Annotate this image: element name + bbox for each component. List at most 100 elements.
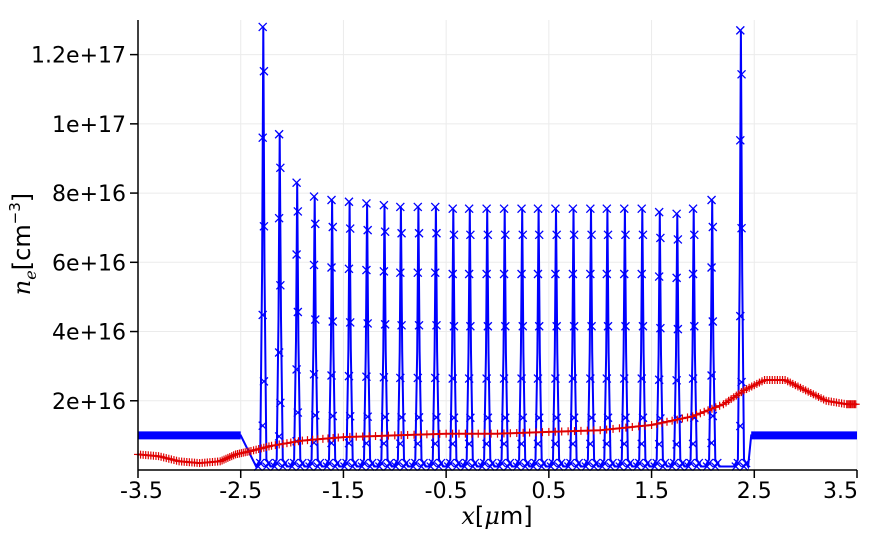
blue-marker-15-4 [517,374,526,383]
blue-marker-3-3 [310,315,320,325]
blue-marker-12-1 [465,230,475,240]
blue-marker-24-4 [672,375,682,385]
blue-marker-18-0 [568,204,578,214]
blue-marker-20-2 [602,269,612,279]
blue-marker-1-3 [275,280,285,290]
blue-marker-0-5 [259,376,269,386]
blue-marker-6-0 [361,199,371,208]
red-marker-16-2 [696,409,705,418]
blue-marker-15-0 [517,204,526,214]
blue-marker-7-6 [379,439,389,448]
blue-marker-20-6 [602,439,612,449]
blue-marker-1-1 [275,163,285,173]
blue-marker-7-0 [379,200,389,210]
blue-trough-marker-24-1 [669,458,679,468]
blue-marker-1-0 [274,129,284,139]
x-tick-label-3: -0.5 [425,479,468,504]
blue-marker-0-6 [258,421,268,431]
blue-marker-7-1 [380,227,390,237]
blue-marker-15-1 [518,230,528,240]
blue-marker-27-1 [737,69,747,79]
blue-trough-marker-13-1 [479,458,489,468]
blue-trough-marker-9-1 [410,458,420,468]
blue-marker-5-6 [344,438,354,448]
blue-marker-25-2 [688,269,698,279]
blue-marker-12-2 [464,269,474,279]
red-marker-4-4 [223,453,232,462]
blue-marker-14-5 [500,413,510,423]
blue-marker-16-1 [534,230,544,240]
blue-marker-12-4 [464,374,474,383]
blue-trough-marker-4-3 [332,458,342,468]
blue-marker-3-4 [309,369,319,379]
blue-marker-10-2 [430,268,440,278]
blue-trough-marker-2-1 [289,458,299,468]
blue-marker-10-6 [430,439,440,449]
red-marker-16-7 [715,401,724,410]
blue-trough-marker-11-3 [454,458,463,468]
x-axis-title: x[μm] [461,502,532,530]
blue-trough-marker-6-1 [359,458,369,468]
blue-marker-11-3 [449,321,459,331]
blue-marker-8-0 [395,202,405,212]
red-marker-16-3 [700,407,709,416]
blue-marker-19-0 [585,204,595,214]
blue-marker-3-1 [310,219,320,229]
blue-marker-9-0 [413,202,423,212]
red-marker-16-5 [707,404,716,413]
blue-marker-21-4 [619,374,629,383]
blue-marker-21-5 [621,413,630,423]
blue-trough-marker-15-3 [522,458,532,468]
blue-marker-27-3 [737,223,747,233]
blue-trough-marker-13-3 [487,458,497,468]
blue-marker-0-2 [258,133,268,143]
red-marker-15-4 [668,416,677,425]
blue-marker-7-5 [380,412,390,422]
blue-marker-21-2 [619,269,629,279]
blue-trough-marker-10-1 [428,458,438,468]
blue-trough-marker-22-3 [643,458,652,468]
blue-marker-17-4 [550,374,560,383]
blue-marker-4-6 [327,438,336,448]
blue-marker-26-3 [708,317,718,326]
blue-marker-1-4 [274,348,284,357]
blue-trough-marker-18-1 [565,458,575,468]
blue-marker-12-5 [465,413,475,423]
blue-marker-7-4 [379,372,389,382]
x-tick-label-0: -3.5 [120,479,163,504]
blue-marker-20-0 [602,204,612,214]
blue-marker-16-0 [533,204,543,214]
blue-marker-21-1 [621,230,630,240]
blue-marker-19-6 [585,439,595,449]
blue-marker-2-0 [292,178,302,188]
blue-marker-23-1 [655,233,665,243]
blue-trough-marker-14-1 [497,458,507,468]
blue-marker-8-5 [397,412,407,422]
blue-marker-13-0 [482,204,492,214]
blue-marker-7-3 [380,319,390,329]
blue-marker-15-5 [518,413,528,423]
red-marker-4-7 [229,451,238,460]
blue-trough-marker-5-1 [342,458,351,468]
red-marker-7-3 [279,439,288,448]
blue-trough-marker-3-3 [315,458,325,468]
blue-marker-5-4 [344,371,354,381]
blue-marker-22-6 [637,439,647,449]
blue-marker-20-5 [603,413,613,423]
blue-marker-25-6 [688,439,698,449]
blue-trough-marker-1-3 [280,458,290,468]
blue-marker-18-4 [568,374,578,383]
blue-marker-12-3 [465,321,475,331]
blue-trough-marker-5-3 [350,458,360,468]
blue-marker-14-0 [499,204,509,214]
red-marker-16-1 [692,410,701,419]
blue-marker-27-2 [735,135,745,145]
y-tick-label-2: 6e+16 [52,251,126,276]
blue-marker-5-3 [345,317,355,327]
blue-marker-24-2 [672,273,682,283]
blue-marker-24-6 [672,439,682,449]
y-tick-label-4: 1e+17 [52,113,126,138]
blue-marker-25-1 [689,230,699,240]
red-marker-14-7 [641,421,650,430]
blue-marker-18-1 [569,230,579,240]
